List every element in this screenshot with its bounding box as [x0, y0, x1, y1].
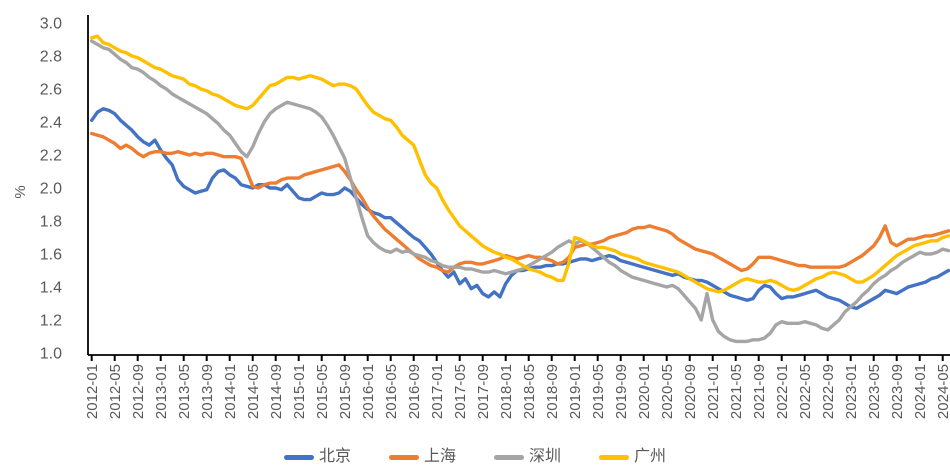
x-axis-tick-label: 2019-09	[613, 364, 630, 419]
x-axis-tick-label: 2024-05	[935, 364, 950, 419]
x-axis-tick-label: 2014-09	[268, 364, 285, 419]
y-axis-tick-label: 2.2	[40, 148, 62, 165]
x-axis-tick-label: 2013-09	[199, 364, 216, 419]
chart-canvas: % 3.0 2.8 2.6 2.4 2.2 2.0 1.8 1.6 1.4 1.2 1.0 2012…	[12, 15, 950, 419]
x-axis-tick-label: 2022-05	[797, 364, 814, 419]
legend-item-shenzhen: 深圳	[494, 449, 561, 465]
x-axis-tick-label: 2020-09	[682, 364, 699, 419]
y-axis-tick-label: 1.2	[40, 313, 62, 330]
x-axis-tick-label: 2017-05	[452, 364, 469, 419]
x-axis-tick-label: 2023-09	[889, 364, 906, 419]
legend-label: 上海	[423, 448, 456, 465]
legend-marker-shenzhen	[494, 454, 524, 460]
legend-label: 北京	[318, 448, 351, 465]
x-axis-tick-label: 2022-09	[820, 364, 837, 419]
x-axis-tick-label: 2023-05	[866, 364, 883, 419]
x-axis-tick-label: 2013-05	[176, 364, 193, 419]
x-axis-tick-label: 2021-05	[728, 364, 745, 419]
x-axis-tick-label: 2018-01	[498, 364, 515, 419]
y-axis-tick-label: 3.0	[40, 16, 62, 33]
series-line-guangzhou	[89, 34, 950, 294]
y-axis-tick-label: 1.0	[40, 346, 62, 363]
x-axis-tick-label: 2012-09	[130, 364, 147, 419]
y-axis-title: %	[12, 185, 29, 198]
legend-label: 广州	[634, 448, 667, 465]
x-axis-tick-label: 2018-09	[544, 364, 561, 419]
x-axis-tick-label: 2021-09	[751, 364, 768, 419]
y-axis-tick-label: 2.4	[40, 115, 62, 132]
x-axis-tick-label: 2016-05	[383, 364, 400, 419]
y-axis-tick-label: 2.0	[40, 181, 62, 198]
x-axis-tick-label: 2013-01	[153, 364, 170, 419]
legend-item-beijing: 北京	[283, 448, 351, 465]
x-axis-tick-label: 2012-01	[84, 364, 101, 419]
x-axis-tick-label: 2015-01	[291, 364, 308, 419]
x-axis-tick-label: 2019-01	[567, 364, 584, 419]
x-axis-tick-label: 2019-05	[590, 364, 607, 419]
x-axis-tick-label: 2020-01	[636, 364, 653, 419]
series-line-shanghai	[89, 131, 950, 274]
x-axis-tick-label: 2015-05	[314, 364, 331, 419]
x-axis-tick-label: 2018-05	[521, 364, 538, 419]
y-axis-tick-label: 2.8	[40, 49, 62, 66]
x-axis-tick-label: 2016-01	[360, 364, 377, 419]
series-line-shenzhen	[89, 39, 950, 344]
y-axis-tick-label: 1.6	[40, 247, 62, 264]
x-axis-tick-label: 2017-01	[429, 364, 446, 419]
x-axis-tick-label: 2022-01	[774, 364, 791, 419]
legend-marker-shanghai	[388, 454, 419, 460]
chart-legend: 北京 上海 深圳 广州	[0, 444, 950, 470]
x-axis-tick-label: 2012-05	[107, 364, 124, 419]
x-axis-tick-label: 2024-01	[912, 364, 929, 419]
legend-marker-beijing	[283, 454, 314, 460]
y-axis-tick-label: 1.4	[40, 280, 62, 297]
x-axis-tick-label: 2014-01	[222, 364, 239, 419]
x-axis-tick-label: 2021-01	[705, 364, 722, 419]
legend-item-shanghai: 上海	[388, 448, 456, 465]
x-axis-tick-label: 2015-09	[337, 364, 354, 419]
x-axis-tick-label: 2017-09	[475, 364, 492, 419]
y-axis-tick-label: 2.6	[40, 82, 62, 99]
legend-item-guangzhou: 广州	[599, 449, 666, 465]
legend-label: 深圳	[529, 448, 562, 465]
legend-marker-guangzhou	[599, 454, 630, 460]
x-axis-tick-label: 2014-05	[245, 364, 262, 419]
x-axis-tick-label: 2020-05	[659, 364, 676, 419]
y-axis-tick-label: 1.8	[40, 214, 62, 231]
x-axis-tick-label: 2016-09	[406, 364, 423, 419]
x-axis-tick-label: 2023-01	[843, 364, 860, 419]
